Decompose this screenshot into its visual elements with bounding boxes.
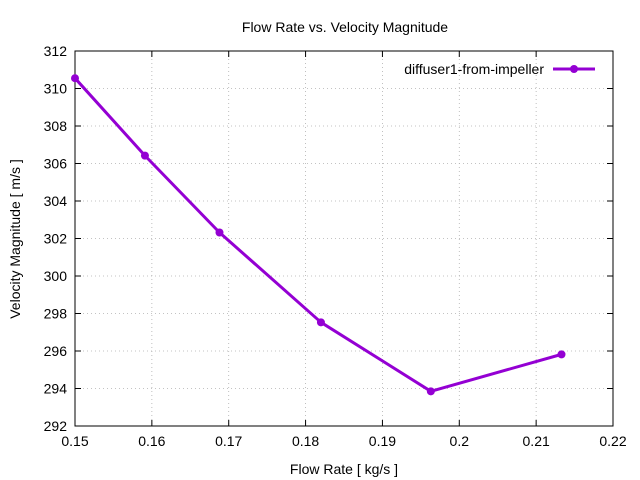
y-tick-label: 304	[44, 193, 68, 209]
x-axis-label: Flow Rate [ kg/s ]	[290, 461, 398, 477]
x-tick-label: 0.18	[292, 433, 319, 449]
y-axis-label: Velocity Magnitude [ m/s ]	[7, 159, 23, 319]
data-point	[215, 228, 224, 237]
axis-ticks: 0.15 0.16 0.17 0.18 0.19 0.2 0.21 0.22 292 294 296…	[44, 43, 627, 449]
legend-label: diffuser1-from-impeller	[404, 61, 544, 77]
y-tick-label: 296	[44, 343, 68, 359]
y-tick-label: 312	[44, 43, 68, 59]
data-point	[140, 151, 149, 160]
x-tick-label: 0.21	[523, 433, 550, 449]
y-tick-label: 306	[44, 156, 68, 172]
y-tick-label: 300	[44, 268, 68, 284]
data-point	[71, 74, 79, 83]
y-tick-label: 310	[44, 81, 68, 97]
data-point	[557, 350, 566, 359]
legend-marker	[570, 65, 578, 73]
x-tick-label: 0.16	[138, 433, 165, 449]
legend: diffuser1-from-impeller	[404, 61, 595, 77]
data-point	[316, 318, 325, 327]
x-tick-label: 0.15	[61, 433, 88, 449]
series-line	[73, 77, 562, 393]
x-tick-label: 0.22	[599, 433, 626, 449]
grid	[75, 51, 613, 426]
y-tick-label: 294	[44, 381, 68, 397]
y-tick-label: 292	[44, 418, 68, 434]
series-layer	[71, 74, 566, 396]
x-tick-label: 0.2	[450, 433, 470, 449]
chart-title: Flow Rate vs. Velocity Magnitude	[242, 19, 448, 35]
y-tick-label: 302	[44, 231, 68, 247]
data-point	[426, 387, 435, 396]
x-tick-label: 0.17	[215, 433, 242, 449]
x-tick-label: 0.19	[369, 433, 396, 449]
y-tick-label: 308	[44, 118, 68, 134]
y-tick-label: 298	[44, 306, 68, 322]
